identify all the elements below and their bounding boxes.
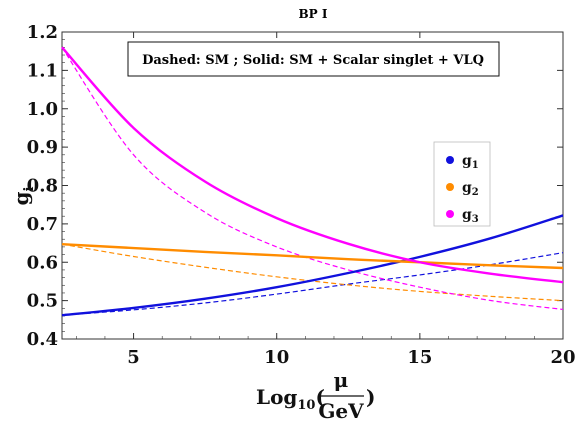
y-tick-label: 0.7 [27, 214, 58, 235]
series-lines [61, 46, 564, 317]
y-tick-label: 1.2 [27, 22, 58, 43]
series-line-g3-dashed [61, 47, 564, 311]
y-axis: 0.4 0.5 0.6 0.7 0.8 0.9 1.0 1.1 1.2 [27, 22, 563, 350]
legend-label-g3: g3 [462, 207, 479, 225]
x-axis-label-sub: 10 [297, 398, 315, 413]
y-tick-label: 0.5 [27, 291, 58, 312]
svg-text:Log10(: Log10( [256, 385, 325, 413]
series-line-g2-solid [61, 243, 564, 270]
annotation-box: Dashed: SM ; Solid: SM + Scalar singlet … [127, 41, 500, 77]
legend-label-g2: g2 [462, 180, 479, 198]
series-line-g2-dashed [61, 243, 564, 302]
annotation-text: Dashed: SM ; Solid: SM + Scalar singlet … [142, 53, 484, 68]
x-axis-label-open: ( [315, 385, 324, 409]
y-tick-label: 0.4 [27, 329, 58, 350]
y-tick-label: 1.1 [27, 60, 58, 81]
y-tick-label: 0.6 [27, 252, 58, 273]
x-axis-label: Log10( μ GeV ) [256, 368, 375, 423]
legend-marker-g2 [446, 183, 454, 191]
x-axis-label-den: GeV [318, 399, 364, 423]
x-axis-label-close: ) [366, 385, 375, 409]
legend-label-g1: g1 [462, 153, 479, 171]
y-axis-label: gi [9, 186, 37, 205]
x-tick-label: 20 [550, 347, 575, 368]
legend-marker-g3 [446, 210, 454, 218]
x-axis-label-num: μ [334, 368, 349, 392]
x-tick-label: 15 [407, 347, 432, 368]
series-line-g1-solid [61, 214, 564, 317]
x-axis-label-prefix: Log [256, 385, 297, 409]
series-line-g3-solid [61, 46, 564, 284]
y-tick-label: 0.9 [27, 137, 58, 158]
x-tick-label: 5 [127, 347, 140, 368]
x-axis: 5 10 15 20 [76, 32, 576, 368]
legend: g1 g2 g3 [433, 141, 491, 227]
legend-marker-g1 [446, 156, 454, 164]
y-axis-label-main: g [9, 191, 33, 205]
chart-title: BP I [299, 7, 328, 21]
y-axis-label-sub: i [22, 186, 37, 191]
y-tick-label: 1.0 [27, 99, 58, 120]
y-tick-label: 0.8 [27, 176, 58, 197]
x-tick-label: 10 [264, 347, 289, 368]
series-line-g1-dashed [61, 252, 564, 316]
